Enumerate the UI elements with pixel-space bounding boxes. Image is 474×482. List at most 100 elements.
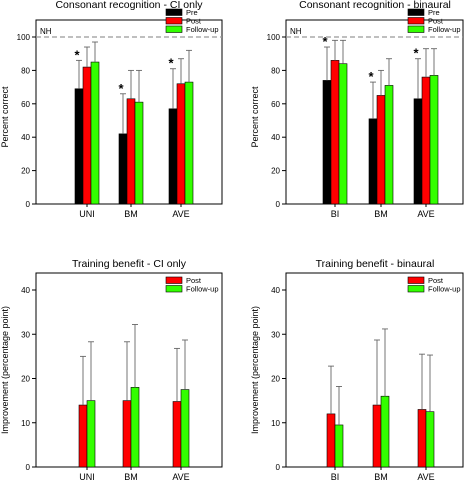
significance-star: * <box>413 46 419 61</box>
legend-label: Follow-up <box>186 285 219 294</box>
legend-swatch <box>407 276 425 284</box>
chart-title: Training benefit - CI only <box>72 258 187 270</box>
legend-swatch <box>165 25 183 33</box>
bar-followup-ave <box>180 389 190 468</box>
legend-label: Follow-up <box>428 25 461 34</box>
bar-post-bm <box>122 400 132 468</box>
y-axis-label: Percent correct <box>0 86 10 148</box>
reference-line-label: NH <box>290 27 302 36</box>
x-tick-label: BM <box>374 209 388 219</box>
bar-pre-bi <box>322 80 332 205</box>
legend-label: Follow-up <box>186 25 219 34</box>
bar-followup-ave <box>429 75 439 205</box>
y-tick-label: 80 <box>271 66 280 75</box>
y-tick-label: 60 <box>21 100 30 109</box>
bar-post-uni <box>78 404 88 468</box>
legend-swatch <box>407 8 425 16</box>
y-tick-label: 10 <box>271 419 280 428</box>
bar-followup-uni <box>86 400 96 468</box>
x-tick-label: AVE <box>172 472 189 482</box>
chart-panel-2: Consonant recognition - binaural 0 20 40 60 8… <box>250 0 464 219</box>
y-tick-label: 20 <box>21 167 30 176</box>
legend-swatch <box>165 285 183 293</box>
y-axis-label: Improvement (percentage point) <box>0 306 10 434</box>
y-tick-label: 40 <box>271 133 280 142</box>
bar-followup-bm <box>384 85 394 205</box>
x-tick-label: BM <box>124 472 138 482</box>
legend-swatch <box>407 25 425 33</box>
bar-post-bi <box>330 60 340 205</box>
legend-swatch <box>407 17 425 25</box>
x-tick-label: BM <box>124 209 138 219</box>
chart-panel-3: Training benefit - CI only 0 10 20 30 40 Impro… <box>0 258 223 482</box>
significance-star: * <box>118 81 124 96</box>
bar-followup-ave <box>184 81 194 205</box>
legend-label: Post <box>428 17 444 26</box>
legend-swatch <box>165 17 183 25</box>
reference-line-label: NH <box>40 27 52 36</box>
bar-followup-bm <box>134 101 144 205</box>
legend-swatch <box>407 285 425 293</box>
bar-followup-bi <box>334 424 344 468</box>
legend-swatch <box>165 276 183 284</box>
legend-label: Pre <box>428 8 440 17</box>
bar-pre-bm <box>368 118 378 205</box>
chart-title: Training benefit - binaural <box>316 258 435 270</box>
x-tick-label: AVE <box>417 209 434 219</box>
bar-pre-bm <box>118 133 128 205</box>
legend-label: Follow-up <box>428 285 461 294</box>
y-tick-label: 80 <box>21 66 30 75</box>
x-tick-label: UNI <box>79 472 95 482</box>
legend-label: Post <box>186 17 202 26</box>
y-tick-label: 60 <box>271 100 280 109</box>
y-tick-label: 40 <box>271 286 280 295</box>
significance-star: * <box>74 47 80 62</box>
x-tick-label: AVE <box>417 472 434 482</box>
y-tick-label: 10 <box>21 419 30 428</box>
bar-followup-bi <box>338 63 348 205</box>
y-tick-label: 0 <box>276 200 281 209</box>
bar-post-ave <box>176 83 186 205</box>
legend-label: Post <box>428 276 444 285</box>
y-tick-label: 40 <box>21 133 30 142</box>
y-tick-label: 30 <box>21 330 30 339</box>
significance-star: * <box>368 69 374 84</box>
bar-post-bm <box>376 95 386 205</box>
bar-post-bi <box>326 413 336 468</box>
bar-pre-ave <box>413 98 423 205</box>
y-tick-label: 20 <box>21 375 30 384</box>
chart-title: Consonant recognition - CI only <box>55 0 203 11</box>
y-axis-label: Improvement (percentage point) <box>250 306 260 434</box>
x-tick-label: UNI <box>79 209 95 219</box>
bar-post-ave <box>421 76 431 205</box>
bar-followup-uni <box>90 61 100 205</box>
bar-followup-bm <box>380 395 390 468</box>
chart-panel-1: Consonant recognition - CI only 0 20 40 60 80… <box>0 0 223 219</box>
y-tick-label: 100 <box>17 33 31 42</box>
bar-post-ave <box>172 401 182 468</box>
x-tick-label: AVE <box>172 209 189 219</box>
y-tick-label: 0 <box>26 463 31 472</box>
legend-label: Pre <box>186 8 198 17</box>
y-tick-label: 40 <box>21 286 30 295</box>
bar-post-bm <box>126 98 136 205</box>
x-tick-label: BI <box>331 209 340 219</box>
y-tick-label: 30 <box>271 330 280 339</box>
x-tick-label: BM <box>374 472 388 482</box>
bar-followup-ave <box>425 411 435 468</box>
legend-swatch <box>165 8 183 16</box>
y-tick-label: 100 <box>267 33 281 42</box>
bar-pre-ave <box>168 108 178 205</box>
bar-post-ave <box>417 409 427 468</box>
bar-pre-uni <box>74 88 84 205</box>
y-tick-label: 20 <box>271 375 280 384</box>
y-tick-label: 0 <box>26 200 31 209</box>
y-axis-label: Percent correct <box>250 86 260 148</box>
chart-title: Consonant recognition - binaural <box>299 0 451 11</box>
bar-post-bm <box>372 404 382 468</box>
y-tick-label: 20 <box>271 167 280 176</box>
x-tick-label: BI <box>331 472 340 482</box>
y-tick-label: 0 <box>276 463 281 472</box>
bar-post-uni <box>82 66 92 205</box>
